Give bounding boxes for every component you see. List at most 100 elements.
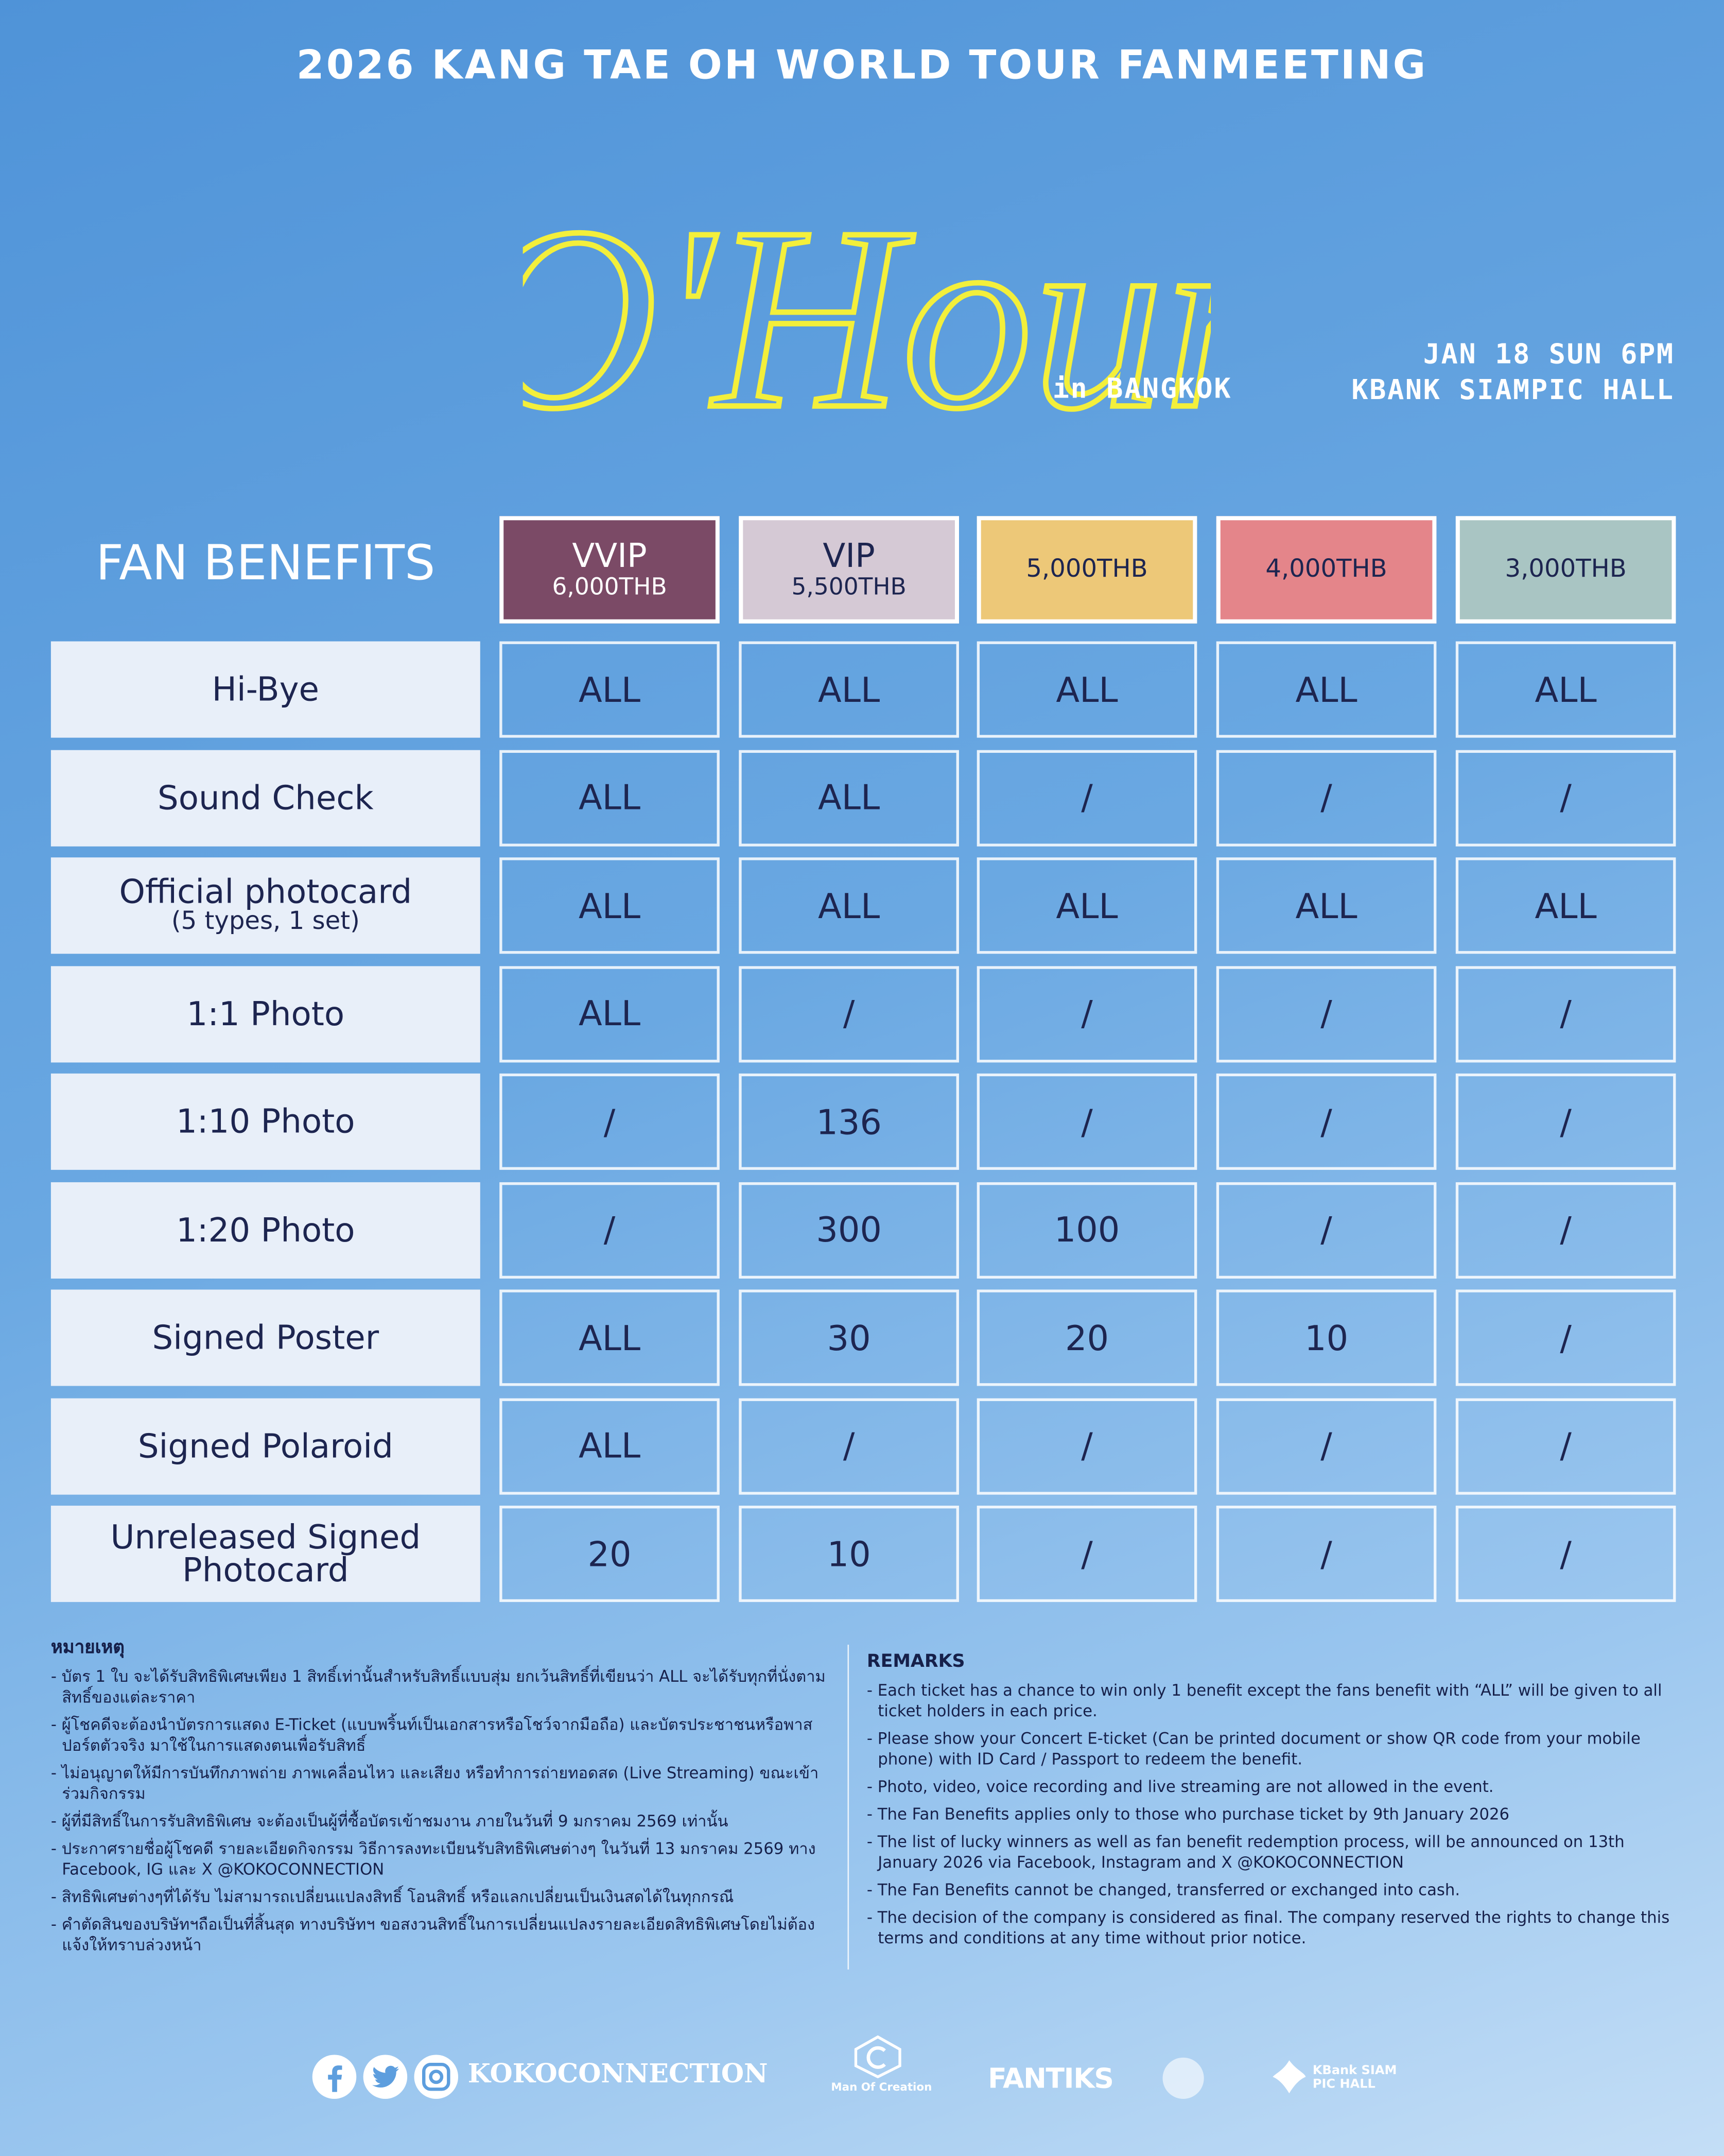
remarks-title: REMARKS [866, 1651, 965, 1672]
divider [847, 1644, 849, 1970]
event-date: JAN 18 SUN 6PM [1423, 337, 1675, 370]
benefit-cell: 20 [977, 1289, 1197, 1386]
benefit-cell: / [1216, 965, 1437, 1062]
logo: O'Hour [523, 170, 1211, 465]
row-label: Sound Check [50, 749, 480, 846]
instagram-glyph [422, 2062, 450, 2091]
benefit-cell: ALL [499, 1398, 720, 1494]
remark-item: - คำตัดสินของบริษัทฯถือเป็นที่สิ้นสุด ทา… [50, 1914, 815, 1955]
partner-logo-mark [1162, 2057, 1204, 2099]
benefit-cell: ALL [977, 857, 1197, 954]
remark-item: - Please show your Concert E-ticket (Can… [866, 1729, 1641, 1769]
benefit-cell: 100 [977, 1181, 1197, 1278]
benefit-cell: ALL [1455, 641, 1676, 738]
tier-price: 5,500THB [791, 574, 907, 602]
row-label: Hi-Bye [50, 641, 480, 738]
benefit-cell: / [1455, 1181, 1676, 1278]
table-title: FAN BENEFITS [96, 537, 436, 592]
benefit-cell: / [1216, 749, 1437, 846]
tier-price: 3,000THB [1505, 555, 1627, 584]
partner-logo-mark [854, 2035, 901, 2078]
benefit-cell: / [977, 1073, 1197, 1170]
partner-logo: FANTIKS [988, 2061, 1114, 2095]
partner-logo: Man Of Creation [831, 2081, 932, 2094]
benefit-cell: ALL [739, 857, 959, 954]
benefit-name: Official photocard [119, 872, 412, 911]
tier-header: 4,000THB [1216, 516, 1437, 624]
benefit-cell: 300 [739, 1181, 959, 1278]
benefit-cell: ALL [1216, 857, 1437, 954]
benefit-cell: / [739, 965, 959, 1062]
tier-header: VIP 5,500THB [739, 516, 959, 624]
benefit-cell: / [499, 1073, 720, 1170]
remarks-english: REMARKS - Each ticket has a chance to win… [867, 1651, 1679, 1956]
benefit-cell: / [977, 1506, 1197, 1602]
tier-header: 5,000THB [977, 516, 1197, 624]
row-label: Signed Polaroid [50, 1398, 480, 1494]
tier-name: VVIP [572, 537, 647, 576]
city: in BANGKOK [1052, 371, 1232, 405]
benefit-cell: ALL [977, 641, 1197, 738]
benefit-cell: ALL [499, 857, 720, 954]
benefit-cell: 30 [739, 1289, 959, 1386]
benefit-name: 1:10 Photo [176, 1102, 355, 1141]
benefit-cell: / [1455, 1398, 1676, 1494]
remark-item: - ผู้ที่มีสิทธิ์ในการรับสิทธิพิเศษ จะต้อ… [50, 1811, 728, 1831]
logo-text: O'Hour [523, 173, 1211, 462]
benefit-name: Signed Poster [152, 1318, 379, 1357]
tier-header: 3,000THB [1455, 516, 1676, 624]
benefit-name: 1:1 Photo [186, 994, 345, 1033]
row-label: Signed Poster [50, 1289, 480, 1386]
remark-item: - The Fan Benefits applies only to those… [866, 1804, 1510, 1824]
benefit-name: Hi-Bye [212, 670, 320, 709]
remark-item: - The Fan Benefits cannot be changed, tr… [866, 1880, 1460, 1900]
row-label: Official photocard (5 types, 1 set) [50, 857, 480, 954]
benefit-cell: ALL [1455, 857, 1676, 954]
benefit-cell: / [1455, 1289, 1676, 1386]
row-label: 1:10 Photo [50, 1073, 480, 1170]
benefit-cell: / [1455, 1506, 1676, 1602]
benefit-cell: / [499, 1181, 720, 1278]
benefit-cell: 136 [739, 1073, 959, 1170]
benefit-cell: / [1455, 1073, 1676, 1170]
benefit-cell: / [1216, 1181, 1437, 1278]
tour-title: 2026 KANG TAE OH WORLD TOUR FANMEETING [296, 41, 1428, 89]
benefit-cell: / [977, 965, 1197, 1062]
benefit-cell: ALL [1216, 641, 1437, 738]
tier-header: VVIP 6,000THB [499, 516, 720, 624]
tier-price: 6,000THB [552, 574, 667, 602]
benefit-cell: / [977, 749, 1197, 846]
remark-item: - ไม่อนุญาตให้มีการบันทึกภาพถ่าย ภาพเคลื… [50, 1763, 819, 1803]
venue: KBANK SIAMPIC HALL [1351, 373, 1675, 406]
partner-logo: KBank SIAM PIC HALL [1312, 2064, 1397, 2092]
tier-name: VIP [823, 537, 875, 576]
benefit-name: Sound Check [157, 778, 374, 817]
remarks-thai: หมายเหตุ - บัตร 1 ใบ จะได้รับสิทธิพิเศษเพ… [51, 1638, 832, 1963]
benefit-cell: 20 [499, 1506, 720, 1602]
benefit-cell: ALL [499, 1289, 720, 1386]
twitter-glyph [372, 2065, 399, 2088]
tier-price: 5,000THB [1026, 555, 1148, 584]
remark-item: - ผู้โชคดีจะต้องนำบัตรการแสดง E-Ticket (… [50, 1715, 813, 1755]
instagram-glyph [429, 2069, 444, 2084]
benefit-cell: / [1216, 1398, 1437, 1494]
benefit-cell: 10 [739, 1506, 959, 1602]
benefit-cell: 10 [1216, 1289, 1437, 1386]
benefit-cell: ALL [739, 641, 959, 738]
benefit-cell: / [1455, 965, 1676, 1062]
remark-item: - The list of lucky winners as well as f… [866, 1832, 1625, 1872]
facebook-glyph [328, 2065, 342, 2092]
benefit-cell: / [739, 1398, 959, 1494]
remark-item: - สิทธิพิเศษต่างๆที่ได้รับ ไม่สามารถเปลี… [50, 1887, 734, 1906]
partner-logo-mark [1273, 2060, 1306, 2094]
benefit-note: (5 types, 1 set) [171, 907, 360, 936]
remark-item: - ประกาศรายชื่อผู้โชคดี รายละเอียดกิจกรร… [50, 1838, 816, 1879]
benefit-name: 1:20 Photo [176, 1210, 355, 1249]
social-icons [312, 2055, 459, 2099]
remark-item: - Each ticket has a chance to win only 1… [866, 1680, 1662, 1720]
benefit-cell: ALL [499, 749, 720, 846]
remark-item: - บัตร 1 ใบ จะได้รับสิทธิพิเศษเพียง 1 สิ… [50, 1666, 826, 1707]
instagram-icon [414, 2055, 459, 2099]
